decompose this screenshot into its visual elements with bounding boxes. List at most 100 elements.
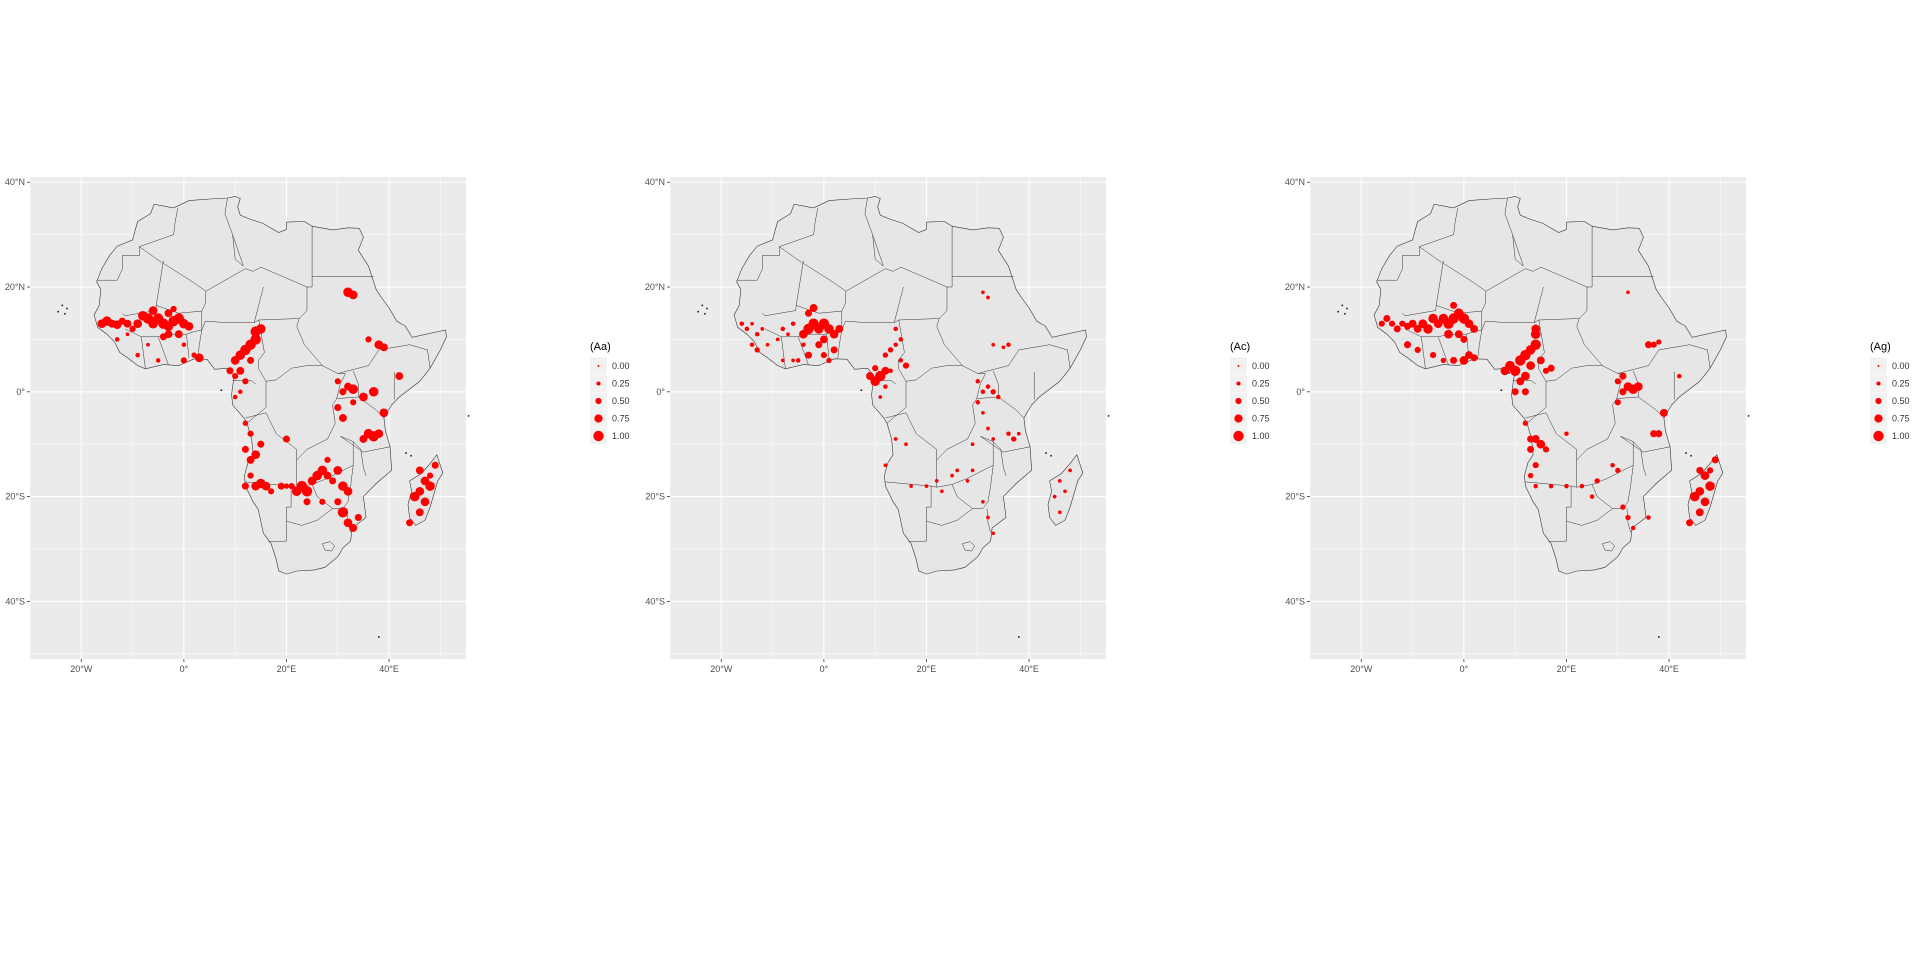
data-point [970,468,975,473]
data-point [904,442,908,447]
data-point [1460,335,1468,343]
data-point [261,481,271,491]
data-point [1564,431,1569,436]
data-point [1063,489,1067,494]
legend-key-dot [595,397,602,405]
data-point [431,461,439,469]
size-legend: (Aa)0.00 0.25 0.50 0.75 1.00 [590,341,630,445]
data-point [1696,466,1704,474]
data-point [339,388,347,396]
data-point [1547,364,1555,372]
data-point [133,319,143,329]
data-point [893,326,898,332]
data-point [1700,497,1710,507]
data-point [277,482,285,490]
data-point [1378,320,1385,327]
data-point [1052,494,1057,499]
data-point [1068,468,1072,473]
africa-landmass [733,196,1087,575]
data-point [256,324,266,334]
data-point [374,429,384,439]
legend-title: (Ac) [1230,341,1250,353]
data-point [991,531,996,536]
x-tick-label: 20°W [710,664,733,674]
data-point [1530,339,1541,350]
data-point [343,486,353,496]
x-tick-label: 20°E [917,664,937,674]
data-point [1677,373,1682,379]
data-point [1527,445,1535,453]
data-point [1659,408,1668,417]
data-point [184,321,194,331]
data-point [955,468,960,473]
x-tick-label: 20°W [1350,664,1373,674]
data-point [801,342,806,347]
y-tick-label: 40°S [1285,596,1305,606]
data-point [819,335,828,344]
data-point [236,366,245,375]
data-point [288,483,295,490]
data-point [1430,352,1437,359]
data-point [1564,483,1569,489]
data-point [1006,431,1011,436]
data-point [934,479,939,483]
data-point [1656,339,1662,345]
data-point [975,400,981,405]
data-point [981,499,985,504]
map-panel-aa: 20°W 0° 20°E 40°E 40°N 20°N 0° 20°S 40°S (Aa)0.00… [5,177,630,674]
x-tick-label: 0° [820,664,829,674]
data-point [1536,356,1545,365]
legend-label: 0.25 [1252,379,1270,389]
legend-label: 0.25 [1892,379,1910,389]
legend-key-dot [593,430,604,442]
data-point [135,352,140,358]
data-point [791,358,795,363]
data-point [1450,301,1458,309]
map-panel-ag: 20°W 0° 20°E 40°E 40°N 20°N 0° 20°S 40°S (Ag)0.00… [1285,177,1910,674]
occurrence-points [97,287,439,532]
data-point [333,466,343,475]
data-point [924,484,929,488]
data-point [1548,483,1554,489]
occurrence-points [1378,290,1719,531]
data-point [283,483,290,489]
data-point [1633,382,1643,391]
data-point [985,384,991,389]
legend-label: 0.75 [1892,414,1910,424]
data-point [878,395,883,399]
data-point [881,366,890,375]
y-tick-label: 40°N [1285,177,1305,187]
data-point [902,362,910,369]
data-point [232,373,239,380]
x-tick-label: 20°E [1557,664,1577,674]
data-point [830,346,838,354]
data-point [780,326,786,332]
size-legend: (Ag)0.00 0.25 0.50 0.75 1.00 [1870,341,1910,445]
data-point [226,367,234,375]
y-tick-label: 40°N [645,177,665,187]
data-point [303,498,311,506]
data-point [174,330,183,339]
data-point [882,352,889,358]
data-point [334,403,342,412]
legend-label: 0.75 [1252,414,1270,424]
data-point [1414,346,1421,353]
data-point [760,327,765,331]
data-point [242,378,249,385]
data-point [804,309,813,317]
legend-label: 0.25 [612,379,630,389]
data-point [323,471,332,480]
data-point [368,387,379,397]
data-point [241,445,249,453]
data-point [754,347,760,353]
data-point [815,341,823,349]
x-tick-label: 20°W [70,664,93,674]
legend-key-dot [1874,414,1883,423]
data-point [1589,494,1595,499]
data-point [872,365,879,372]
data-point [1579,483,1585,489]
data-point [242,420,249,426]
data-point [1594,478,1600,484]
data-point [1522,420,1529,426]
data-point [1610,462,1615,468]
